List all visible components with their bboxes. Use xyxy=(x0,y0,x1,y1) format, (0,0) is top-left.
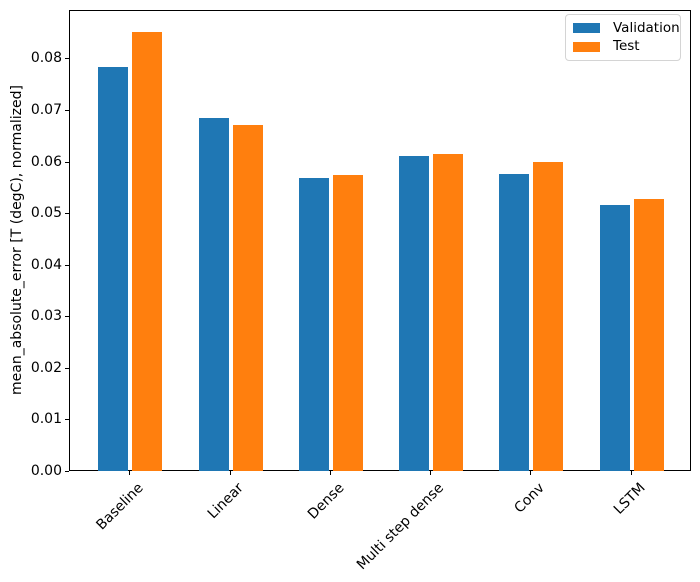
y-tick xyxy=(65,471,69,472)
legend-label-validation: Validation xyxy=(613,19,680,36)
bar-validation-baseline xyxy=(98,67,128,471)
y-tick-label: 0.00 xyxy=(30,463,62,479)
bar-test-multi-step-dense xyxy=(433,154,463,471)
legend-swatch-validation-icon xyxy=(573,23,600,34)
bar-validation-lstm xyxy=(600,205,630,471)
y-tick xyxy=(65,419,69,420)
y-axis-label: mean_absolute_error [T (degC), normalize… xyxy=(9,85,25,395)
y-tick-label: 0.07 xyxy=(30,102,62,118)
x-tick-label-baseline: Baseline xyxy=(93,480,147,534)
y-tick xyxy=(65,110,69,111)
legend-label-test: Test xyxy=(613,38,640,55)
bar-test-dense xyxy=(333,175,363,471)
bar-test-conv xyxy=(533,162,563,471)
x-tick xyxy=(631,471,632,475)
x-tick xyxy=(129,471,130,475)
x-tick-label-conv: Conv xyxy=(510,480,548,517)
bar-test-linear xyxy=(233,125,263,471)
y-tick-label: 0.02 xyxy=(30,360,62,376)
y-tick-label: 0.08 xyxy=(30,50,62,66)
y-tick-label: 0.03 xyxy=(30,308,62,324)
bar-test-baseline xyxy=(132,32,162,471)
x-tick xyxy=(430,471,431,475)
y-tick-label: 0.04 xyxy=(30,257,62,273)
bar-validation-multi-step-dense xyxy=(399,156,429,471)
x-tick-label-dense: Dense xyxy=(304,480,348,523)
x-tick-label-lstm: LSTM xyxy=(610,480,649,518)
x-tick xyxy=(530,471,531,475)
x-tick xyxy=(230,471,231,475)
plot-area xyxy=(69,10,691,471)
bar-validation-linear xyxy=(199,118,229,471)
legend: Validation Test xyxy=(565,14,681,61)
y-tick-label: 0.06 xyxy=(30,154,62,170)
y-tick xyxy=(65,162,69,163)
y-tick xyxy=(65,58,69,59)
y-tick-label: 0.05 xyxy=(30,205,62,221)
y-tick xyxy=(65,265,69,266)
x-tick-label-multi-step-dense: Multi step dense xyxy=(354,480,448,574)
y-tick xyxy=(65,316,69,317)
legend-entry-validation: Validation xyxy=(573,20,680,37)
y-tick-label: 0.01 xyxy=(30,411,62,427)
y-tick xyxy=(65,213,69,214)
bar-test-lstm xyxy=(634,199,664,471)
bar-validation-dense xyxy=(299,178,329,471)
y-tick xyxy=(65,368,69,369)
x-tick-label-linear: Linear xyxy=(205,480,248,523)
x-tick xyxy=(330,471,331,475)
legend-entry-test: Test xyxy=(573,38,673,55)
legend-swatch-test-icon xyxy=(573,41,600,52)
bar-validation-conv xyxy=(499,174,529,471)
